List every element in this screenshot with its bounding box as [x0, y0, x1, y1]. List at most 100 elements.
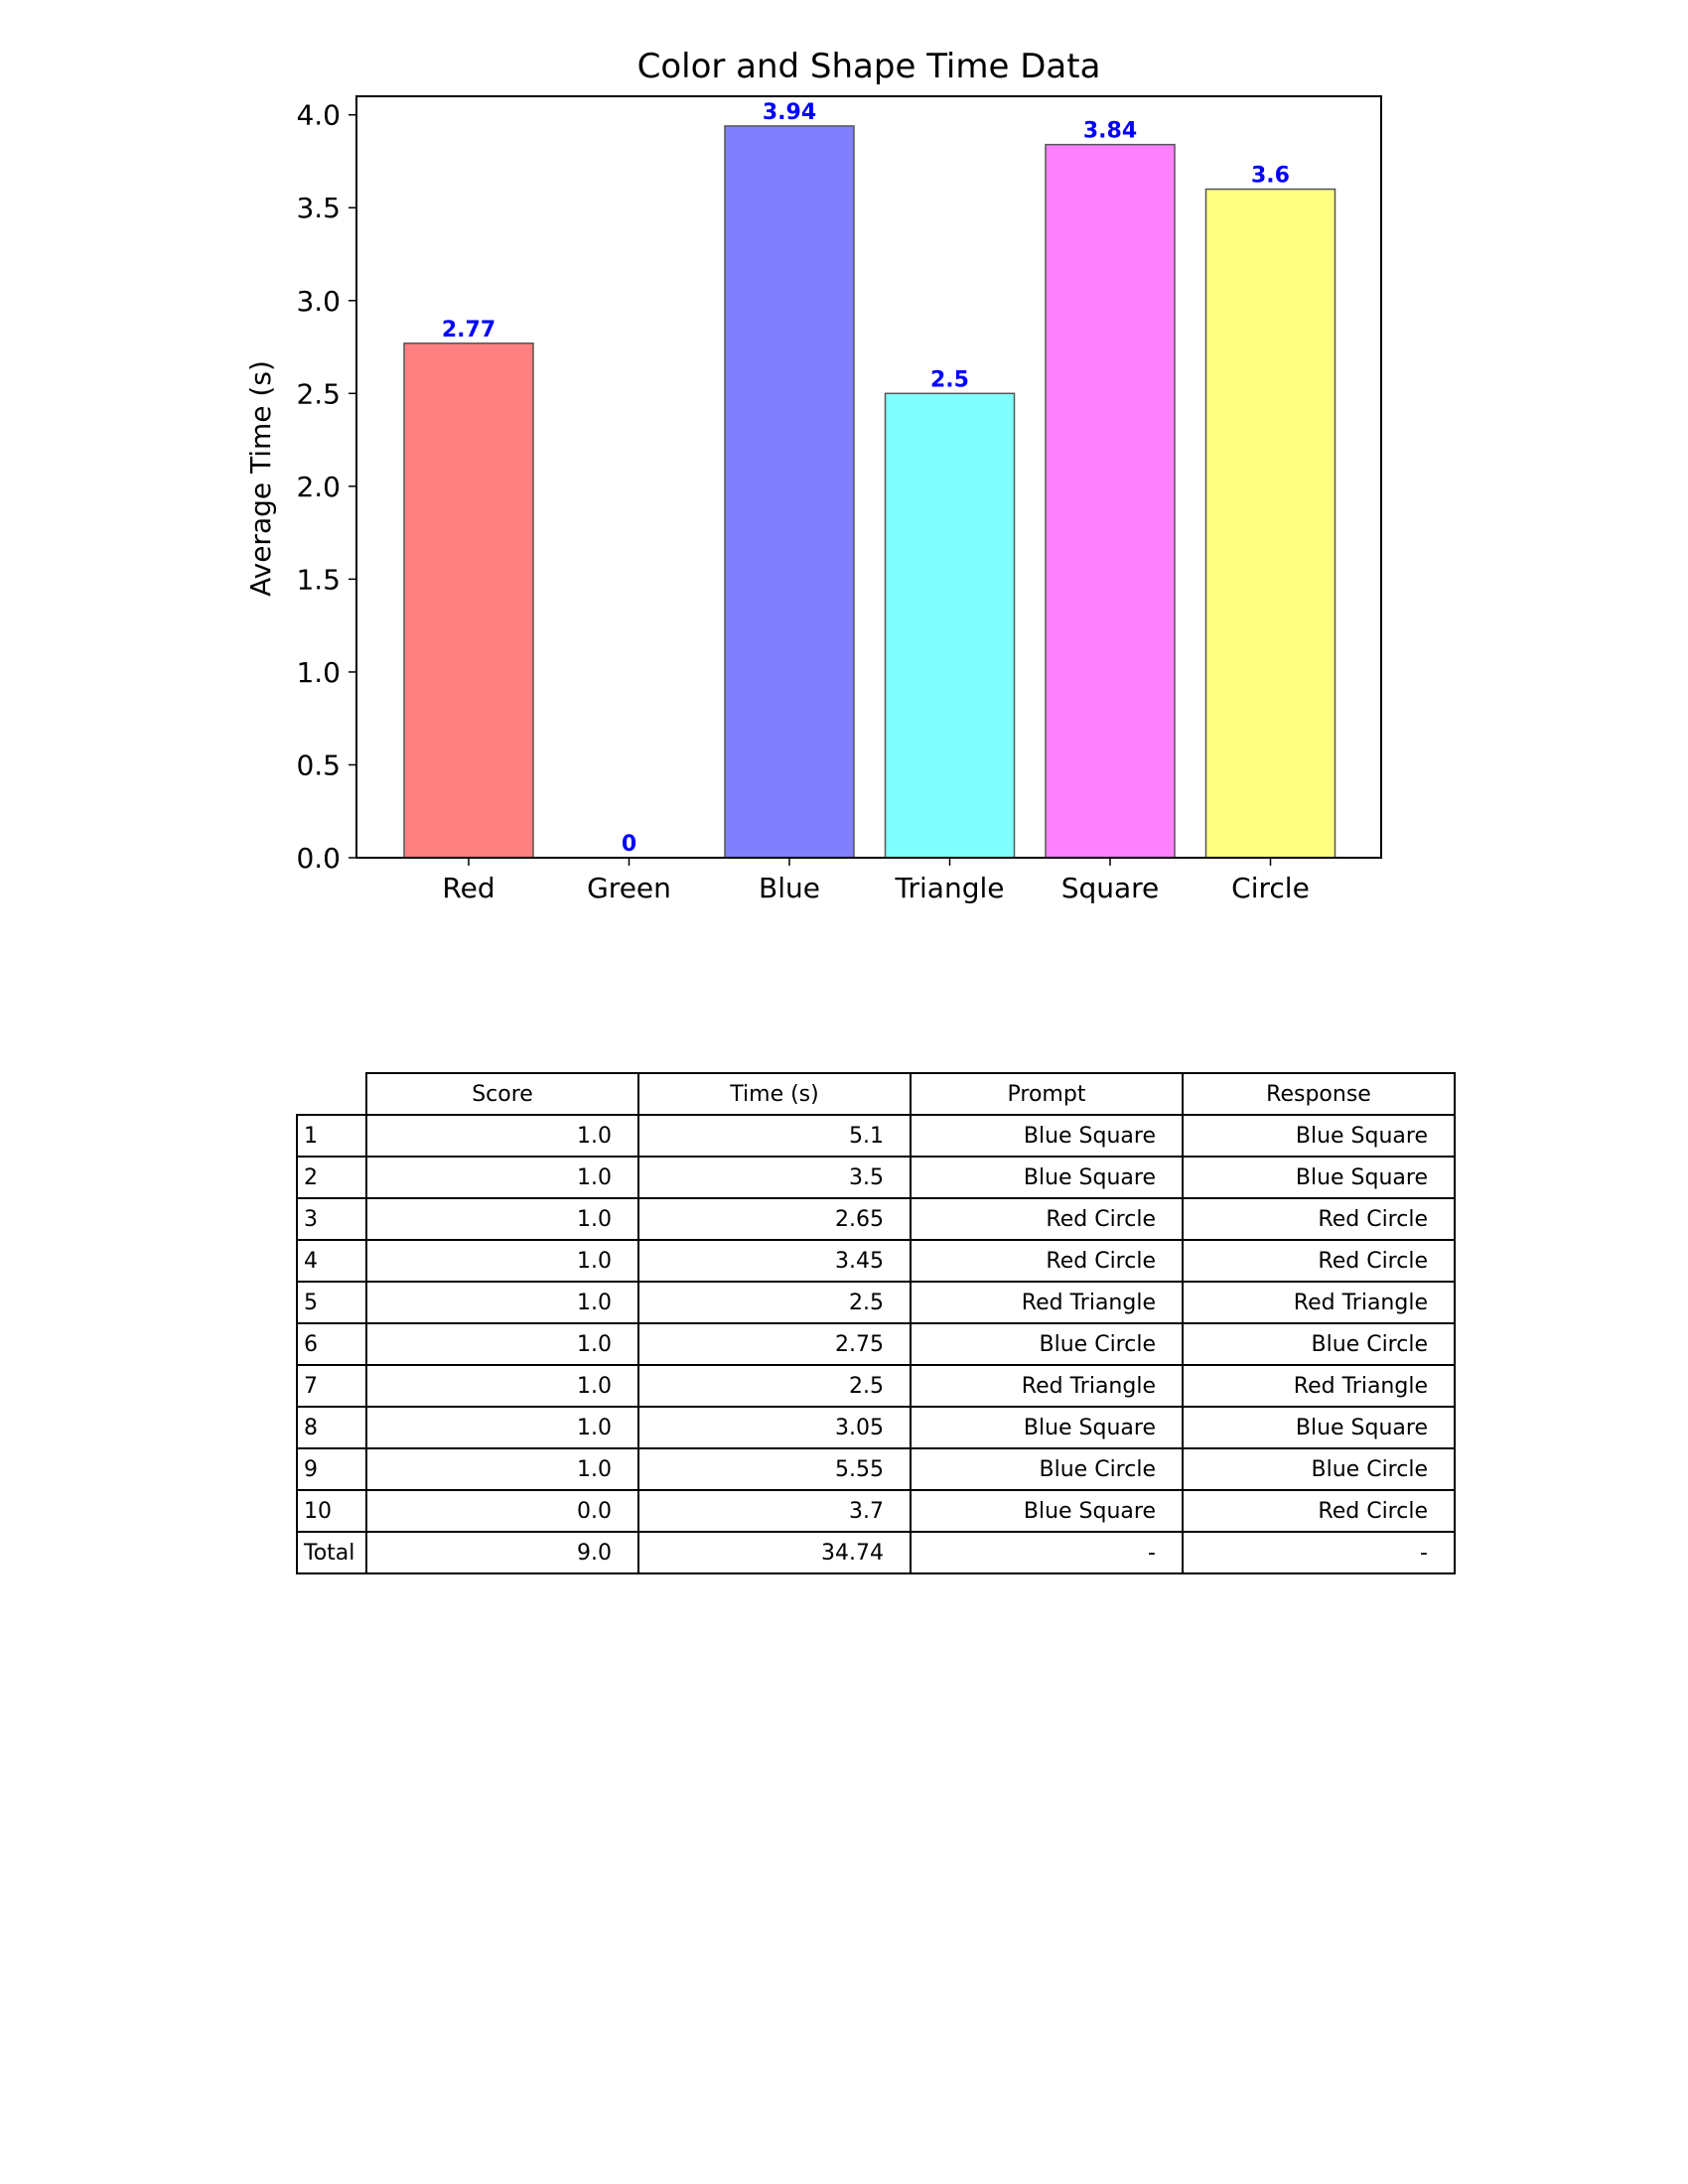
x-tick-label-triangle: Triangle: [895, 872, 1005, 904]
prompt-cell: Red Circle: [910, 1239, 1184, 1283]
column-header-score: Score: [365, 1072, 639, 1116]
row-label-cell: Total: [296, 1531, 367, 1574]
time-cell: 3.05: [637, 1406, 912, 1449]
value-label-square: 3.84: [1083, 119, 1137, 144]
x-tick-label-red: Red: [442, 872, 494, 904]
score-cell: 1.0: [365, 1156, 639, 1199]
table-row: 6 1.0 2.75 Blue Circle Blue Circle: [296, 1322, 1456, 1366]
response-cell: Blue Square: [1182, 1406, 1456, 1449]
data-table: Score Time (s) Prompt Response 1 1.0 5.1 Bl…: [296, 1072, 1456, 1574]
row-label-cell: 5: [296, 1281, 367, 1324]
row-label-cell: 8: [296, 1406, 367, 1449]
row-label-cell: 2: [296, 1156, 367, 1199]
prompt-cell: Blue Square: [910, 1114, 1184, 1158]
response-cell: -: [1182, 1531, 1456, 1574]
table-row: 5 1.0 2.5 Red Triangle Red Triangle: [296, 1281, 1456, 1324]
plot-frame: [355, 95, 1382, 859]
prompt-cell: Blue Circle: [910, 1447, 1184, 1491]
table-row: 3 1.0 2.65 Red Circle Red Circle: [296, 1197, 1456, 1241]
x-tick-label-circle: Circle: [1231, 872, 1310, 904]
time-cell: 2.5: [637, 1281, 912, 1324]
x-tick-label-square: Square: [1061, 872, 1160, 904]
row-label-cell: 6: [296, 1322, 367, 1366]
row-label-cell: 4: [296, 1239, 367, 1283]
prompt-cell: Red Triangle: [910, 1281, 1184, 1324]
table-corner-cell: [297, 1073, 366, 1115]
x-tick-label-green: Green: [587, 872, 671, 904]
row-label-cell: 1: [296, 1114, 367, 1158]
prompt-cell: Red Triangle: [910, 1364, 1184, 1408]
table-row: 2 1.0 3.5 Blue Square Blue Square: [296, 1156, 1456, 1199]
y-tick-label: 1.5: [296, 563, 341, 596]
response-cell: Red Triangle: [1182, 1364, 1456, 1408]
table-body: 1 1.0 5.1 Blue Square Blue Square 2 1.0 3.5 Blue…: [296, 1114, 1456, 1574]
column-header-prompt: Prompt: [910, 1072, 1184, 1116]
response-cell: Red Circle: [1182, 1239, 1456, 1283]
response-cell: Red Triangle: [1182, 1281, 1456, 1324]
row-label-cell: 7: [296, 1364, 367, 1408]
y-tick-label: 3.0: [296, 285, 341, 318]
time-cell: 2.5: [637, 1364, 912, 1408]
value-labels-layer: 2.77 0 3.94 2.5 3.84 3.6: [442, 100, 1290, 857]
value-label-red: 2.77: [442, 318, 495, 342]
prompt-cell: Blue Square: [910, 1406, 1184, 1449]
score-cell: 1.0: [365, 1406, 639, 1449]
time-cell: 5.1: [637, 1114, 912, 1158]
y-tick-label: 1.0: [296, 656, 341, 689]
prompt-cell: Blue Circle: [910, 1322, 1184, 1366]
table-row: 8 1.0 3.05 Blue Square Blue Square: [296, 1406, 1456, 1449]
y-tick-label: 0.0: [296, 842, 341, 875]
score-cell: 0.0: [365, 1489, 639, 1533]
y-ticks-layer: 0.0 0.5 1.0 1.5 2.0 2.5 3.0 3.5 4.0: [296, 99, 356, 875]
bar-square: [1045, 143, 1176, 859]
score-cell: 9.0: [365, 1531, 639, 1574]
table-header-row: Score Time (s) Prompt Response: [297, 1072, 1456, 1116]
value-label-circle: 3.6: [1251, 164, 1290, 189]
score-cell: 1.0: [365, 1447, 639, 1491]
response-cell: Blue Circle: [1182, 1447, 1456, 1491]
score-cell: 1.0: [365, 1114, 639, 1158]
prompt-cell: Red Circle: [910, 1197, 1184, 1241]
bar-triangle: [884, 392, 1016, 859]
table-row: Total 9.0 34.74- -: [296, 1531, 1456, 1574]
x-tick-label-blue: Blue: [759, 872, 820, 904]
score-cell: 1.0: [365, 1239, 639, 1283]
row-label-cell: 10: [296, 1489, 367, 1533]
response-cell: Blue Square: [1182, 1114, 1456, 1158]
score-cell: 1.0: [365, 1322, 639, 1366]
column-header-time: Time (s): [637, 1072, 912, 1116]
bar-blue: [724, 125, 855, 859]
prompt-cell: Blue Square: [910, 1156, 1184, 1199]
y-tick-label: 2.5: [296, 377, 341, 410]
response-cell: Blue Circle: [1182, 1322, 1456, 1366]
y-tick-label: 3.5: [296, 192, 341, 224]
bar-chart: Color and Shape Time Data Average Time (…: [244, 47, 1382, 904]
response-cell: Red Circle: [1182, 1489, 1456, 1533]
table-row: 7 1.0 2.5 Red Triangle Red Triangle: [296, 1364, 1456, 1408]
table-row: 1 1.0 5.1 Blue Square Blue Square: [296, 1114, 1456, 1158]
table-row: 4 1.0 3.45 Red Circle Red Circle: [296, 1239, 1456, 1283]
time-cell: 34.74: [637, 1531, 912, 1574]
prompt-cell: Blue Square: [910, 1489, 1184, 1533]
response-cell: Blue Square: [1182, 1156, 1456, 1199]
time-cell: 5.55: [637, 1447, 912, 1491]
time-cell: 3.7: [637, 1489, 912, 1533]
response-cell: Red Circle: [1182, 1197, 1456, 1241]
score-cell: 1.0: [365, 1281, 639, 1324]
value-label-blue: 3.94: [763, 100, 816, 125]
table-row: 10 0.0 3.7 Blue Square Red Circle: [296, 1489, 1456, 1533]
y-tick-label: 0.5: [296, 749, 341, 781]
row-label-cell: 3: [296, 1197, 367, 1241]
bars-layer: [403, 125, 1336, 859]
score-cell: 1.0: [365, 1364, 639, 1408]
score-cell: 1.0: [365, 1197, 639, 1241]
time-cell: 2.75: [637, 1322, 912, 1366]
time-cell: 3.5: [637, 1156, 912, 1199]
y-axis-label: Average Time (s): [244, 360, 277, 597]
value-label-green: 0: [622, 832, 636, 857]
bar-red: [403, 342, 534, 859]
chart-title: Color and Shape Time Data: [637, 47, 1101, 86]
value-label-triangle: 2.5: [930, 367, 969, 392]
prompt-cell: -: [910, 1531, 1184, 1574]
time-cell: 2.65: [637, 1197, 912, 1241]
